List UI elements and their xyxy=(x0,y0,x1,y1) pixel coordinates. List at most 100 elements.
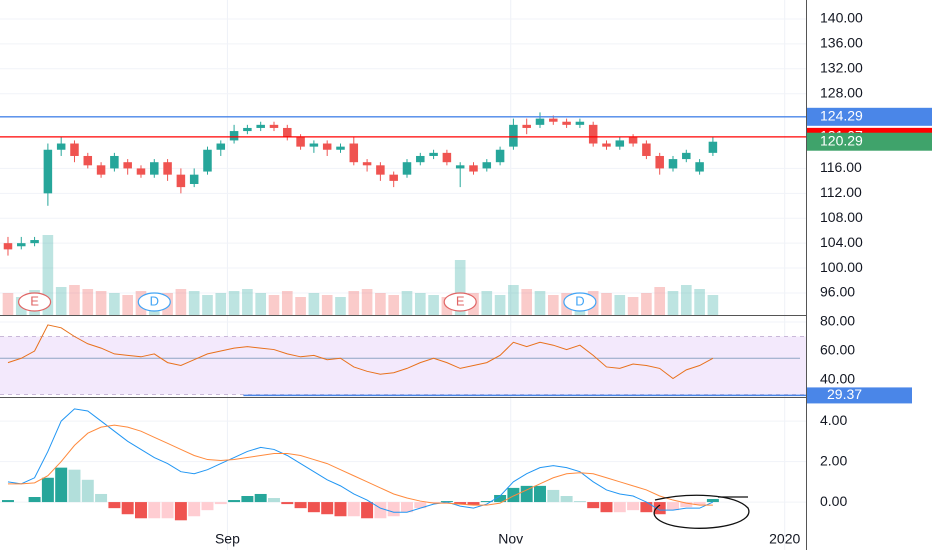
volume-bar xyxy=(547,295,559,315)
macd-hist-bar xyxy=(440,501,453,503)
x-tick-label: Nov xyxy=(498,531,523,547)
macd-hist-bar xyxy=(254,493,267,503)
volume-bar xyxy=(654,287,666,315)
macd-hist-bar xyxy=(334,502,347,517)
candle-body xyxy=(682,152,691,160)
candle-body xyxy=(322,143,332,150)
candle-body xyxy=(136,168,146,175)
macd-hist-bar xyxy=(214,502,227,505)
candle-body xyxy=(30,240,39,244)
volume-bar xyxy=(667,291,679,315)
volume-bar xyxy=(335,297,346,315)
volume-bar xyxy=(534,291,546,315)
macd-hist-bar xyxy=(148,502,161,519)
macd-hist-bar xyxy=(108,502,121,509)
macd-hist-bar xyxy=(427,502,440,504)
candle-body xyxy=(216,143,226,150)
candle-body xyxy=(535,118,545,125)
macd-hist-bar xyxy=(201,502,214,511)
candle-body xyxy=(189,174,199,184)
macd-hist-bar xyxy=(68,469,81,503)
y-tick-label: 112.00 xyxy=(820,184,862,200)
volume-bar xyxy=(95,291,107,315)
y-tick-label: 140.00 xyxy=(820,10,863,26)
volume-bar xyxy=(202,295,213,315)
x-tick-label: Sep xyxy=(215,531,240,547)
candle-body xyxy=(283,127,292,138)
volume-bar xyxy=(707,295,719,315)
macd-hist-bar xyxy=(41,477,54,503)
candle-body xyxy=(455,165,465,169)
candle-body xyxy=(243,127,252,132)
candle-body xyxy=(708,141,718,153)
candle-body xyxy=(549,118,558,122)
volume-bar xyxy=(175,289,187,315)
volume-bar xyxy=(242,289,253,315)
candle-body xyxy=(402,162,412,175)
macd-hist-bar xyxy=(307,502,320,513)
rsi-band xyxy=(0,336,806,395)
volume-bar xyxy=(55,287,67,315)
volume-bar xyxy=(188,291,200,315)
candle-body xyxy=(442,152,452,163)
event-marker-badge xyxy=(443,292,477,312)
macd-hist-bar xyxy=(1,500,14,503)
macd-hist-bar xyxy=(387,502,400,517)
volume-bar xyxy=(694,289,705,315)
volume-bar xyxy=(215,293,227,315)
macd-hist-bar xyxy=(454,502,467,505)
volume-bar xyxy=(401,291,413,315)
candle-body xyxy=(362,162,372,166)
volume-bar xyxy=(42,235,54,315)
volume-bar xyxy=(641,293,652,315)
event-marker: E xyxy=(17,292,52,312)
candle-body xyxy=(482,162,492,169)
candle-body xyxy=(110,155,119,169)
volume-bar xyxy=(268,295,280,315)
candle-body xyxy=(70,143,79,156)
candle-body xyxy=(123,162,132,169)
candle-body xyxy=(389,174,398,181)
macd-hist-bar xyxy=(560,495,573,503)
volume-bar xyxy=(255,293,267,315)
volume-bar xyxy=(348,291,360,315)
candle-body xyxy=(163,162,172,175)
macd-hist-bar xyxy=(281,502,294,505)
y-tick-label: 104.00 xyxy=(820,234,863,250)
macd-hist-bar xyxy=(613,502,626,513)
candle-body xyxy=(602,143,611,147)
event-marker-label: D xyxy=(150,293,159,308)
macd-hist-bar xyxy=(480,501,493,503)
candle-body xyxy=(495,149,505,163)
macd-hist-bar xyxy=(361,502,374,519)
volume-bar xyxy=(428,295,439,315)
macd-hist-bar xyxy=(228,500,241,503)
hand-drawn-ellipse xyxy=(653,494,750,529)
macd-hist-bar xyxy=(188,502,201,517)
volume-bar xyxy=(508,285,519,315)
event-marker-label: D xyxy=(575,293,584,308)
macd-hist-bar xyxy=(494,494,507,503)
event-marker-label: E xyxy=(456,293,465,308)
volume-bar xyxy=(454,260,466,315)
macd-hist-bar xyxy=(134,502,147,519)
volume-bar xyxy=(494,295,506,315)
volume-bar xyxy=(321,295,333,315)
candle-body xyxy=(203,149,212,172)
candle-body xyxy=(309,143,319,147)
y-tick-label: 60.00 xyxy=(820,342,855,358)
macd-hist-bar xyxy=(587,502,600,509)
macd-hist-bar xyxy=(667,502,679,511)
macd-hist-bar xyxy=(693,502,706,506)
volume-bar xyxy=(82,289,94,315)
macd-hist-bar xyxy=(241,495,254,503)
volume-bar xyxy=(228,291,240,315)
candle-body xyxy=(469,165,478,172)
candle-body xyxy=(562,121,571,125)
y-tick-label: 108.00 xyxy=(820,209,863,225)
event-marker-badge xyxy=(17,292,52,312)
macd-hist-bar xyxy=(294,502,307,509)
volume-bar xyxy=(614,295,626,315)
y-tick-label: 40.00 xyxy=(820,371,855,387)
